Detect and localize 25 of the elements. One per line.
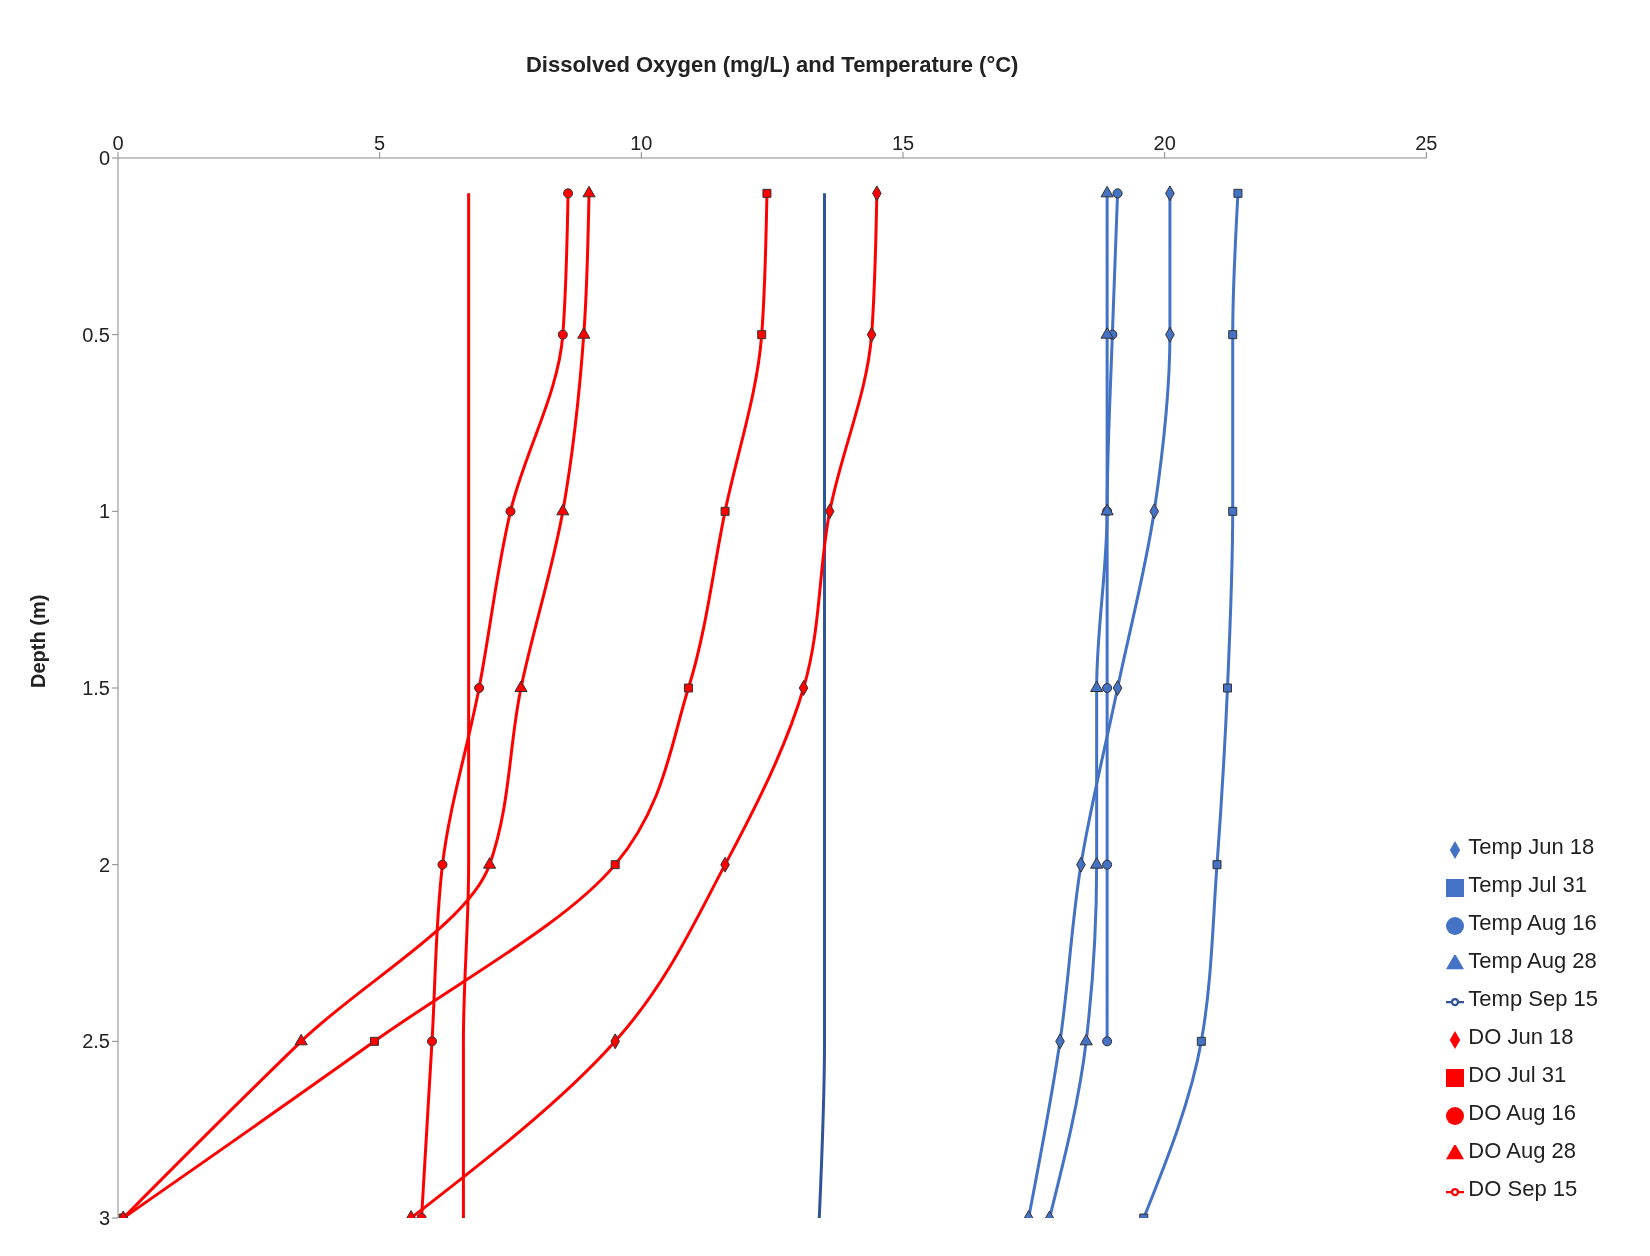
x-tick-label: 0 xyxy=(112,132,124,154)
x-axis-title: Dissolved Oxygen (mg/L) and Temperature (°C) xyxy=(525,51,1019,77)
legend-label: Temp Jun 18 xyxy=(1468,834,1595,859)
y-tick-label: 1.5 xyxy=(82,677,110,700)
y-tick-label: 1 xyxy=(98,500,110,523)
legend-label: Temp Jul 31 xyxy=(1468,872,1587,897)
legend-label: DO Aug 28 xyxy=(1468,1138,1576,1163)
legend-label: Temp Sep 15 xyxy=(1468,986,1598,1011)
x-tick-label: 5 xyxy=(374,132,386,154)
legend-label: DO Jul 31 xyxy=(1468,1062,1567,1087)
y-tick-label: 0.5 xyxy=(82,323,110,346)
x-tick-label: 25 xyxy=(1415,132,1438,154)
x-tick-label: 20 xyxy=(1153,132,1176,154)
legend-label: DO Sep 15 xyxy=(1468,1176,1578,1201)
legend-label: Temp Aug 16 xyxy=(1468,910,1597,935)
x-tick-label: 15 xyxy=(891,132,915,154)
x-tick-label: 10 xyxy=(630,132,653,154)
legend-label: Temp Aug 28 xyxy=(1468,948,1597,973)
y-axis-title: Depth (m) xyxy=(27,594,50,688)
y-tick-label: 2 xyxy=(98,853,110,876)
legend-label: DO Jun 18 xyxy=(1468,1024,1574,1049)
y-tick-label: 0 xyxy=(98,147,110,170)
legend-label: DO Aug 16 xyxy=(1468,1100,1576,1125)
y-tick-label: 3 xyxy=(98,1207,110,1230)
y-tick-label: 2.5 xyxy=(82,1030,110,1053)
